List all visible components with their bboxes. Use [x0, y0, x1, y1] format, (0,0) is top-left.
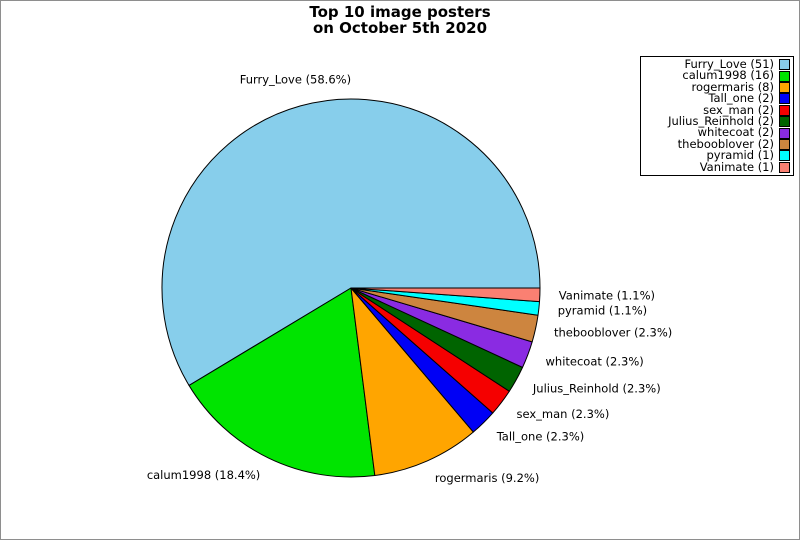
slice-label-Furry_Love: Furry_Love (58.6%) — [240, 73, 351, 87]
slice-label-Vanimate: Vanimate (1.1%) — [559, 289, 655, 303]
legend-item-calum1998: calum1998 (16) — [643, 68, 790, 83]
pie-slice-Vanimate — [350, 287, 541, 303]
legend-item-whitecoat: whitecoat (2) — [643, 125, 790, 140]
legend: Furry_Love (51) calum1998 (16) rogermaris … — [640, 56, 794, 176]
legend-swatch-rogermaris — [779, 81, 790, 93]
legend-swatch-thebooblover — [779, 138, 790, 150]
pie-slice-Furry_Love — [161, 98, 541, 386]
slice-label-Tall_one: Tall_one (2.3%) — [496, 429, 585, 443]
legend-item-Julius_Reinhold: Julius_Reinhold (2) — [643, 114, 790, 128]
pie-slice-rogermaris — [350, 287, 474, 476]
legend-label: calum1998 (16) — [682, 68, 774, 83]
legend-item-sex_man: sex_man (2) — [643, 102, 790, 117]
slice-label-whitecoat: whitecoat (2.3%) — [546, 355, 644, 369]
chart-title-line1: Top 10 image posters — [309, 3, 491, 21]
pie-slice-calum1998 — [188, 287, 376, 478]
legend-swatch-Vanimate — [779, 161, 790, 173]
legend-label: Julius_Reinhold (2) — [668, 114, 774, 128]
slice-label-Julius_Reinhold: Julius_Reinhold (2.3%) — [532, 382, 661, 396]
legend-item-Vanimate: Vanimate (1) — [643, 159, 790, 174]
legend-swatch-Julius_Reinhold — [779, 116, 790, 128]
legend-label: Tall_one (2) — [708, 91, 774, 106]
legend-item-Furry_Love: Furry_Love (51) — [643, 57, 790, 72]
legend-label: sex_man (2) — [703, 102, 774, 117]
slice-label-pyramid: pyramid (1.1%) — [558, 304, 647, 318]
chart-title-line2: on October 5th 2020 — [312, 18, 488, 37]
legend-item-pyramid: pyramid (1) — [643, 148, 790, 163]
legend-label: Furry_Love (51) — [684, 57, 774, 72]
legend-item-rogermaris: rogermaris (8) — [643, 79, 790, 94]
legend-label: thebooblover (2) — [677, 136, 774, 151]
legend-item-Tall_one: Tall_one (2) — [643, 91, 790, 106]
legend-swatch-pyramid — [779, 150, 790, 162]
legend-label: rogermaris (8) — [691, 79, 774, 94]
legend-item-thebooblover: thebooblover (2) — [643, 136, 790, 151]
legend-swatch-Tall_one — [779, 93, 790, 105]
legend-label: Vanimate (1) — [699, 159, 774, 174]
slice-label-rogermaris: rogermaris (9.2%) — [435, 471, 539, 485]
chart-title: Top 10 image posters on October 5th 2020 — [1, 3, 799, 37]
legend-swatch-calum1998 — [779, 70, 790, 82]
legend-swatch-Furry_Love — [779, 59, 790, 71]
legend-label: pyramid (1) — [706, 148, 774, 163]
legend-swatch-whitecoat — [779, 127, 790, 139]
slice-label-calum1998: calum1998 (18.4%) — [147, 468, 260, 482]
legend-swatch-sex_man — [779, 104, 790, 116]
slice-label-sex_man: sex_man (2.3%) — [517, 407, 610, 421]
slice-label-thebooblover: thebooblover (2.3%) — [554, 326, 672, 340]
legend-label: whitecoat (2) — [697, 125, 774, 140]
